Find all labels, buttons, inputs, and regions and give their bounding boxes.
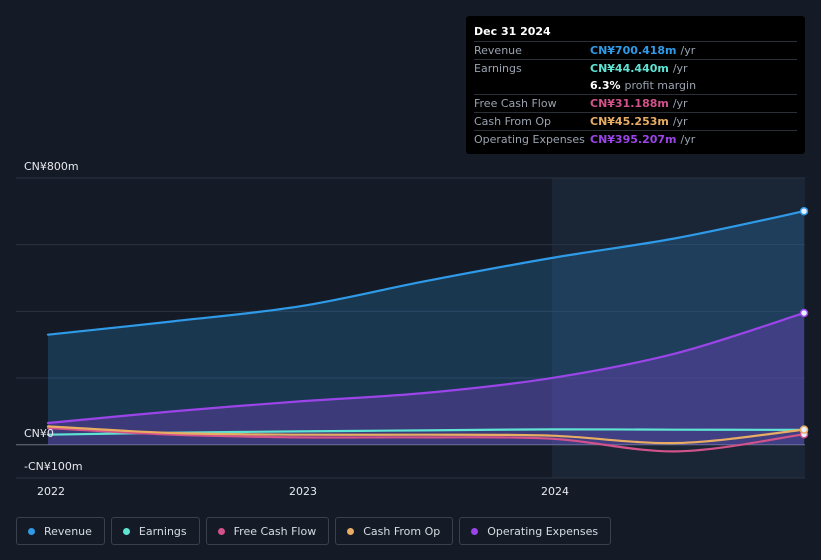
tooltip-value: CN¥45.253m <box>590 115 669 128</box>
earnings-dot-icon <box>122 527 130 535</box>
y-axis-negative-label: -CN¥100m <box>24 460 83 473</box>
tooltip-row-revenue: Revenue CN¥700.418m /yr <box>474 41 797 59</box>
revenue-dot-icon <box>28 527 35 535</box>
legend-item-earnings[interactable]: Earnings <box>110 517 200 545</box>
tooltip-row-earnings: Earnings CN¥44.440m /yr <box>474 59 797 77</box>
tooltip-label <box>474 77 590 94</box>
series-areas <box>48 211 804 445</box>
legend-label: Free Cash Flow <box>233 524 317 538</box>
tooltip-label: Revenue <box>474 44 522 57</box>
legend-item-operating-expenses[interactable]: Operating Expenses <box>459 517 612 545</box>
tooltip-row-free-cash-flow: Free Cash Flow CN¥31.188m /yr <box>474 94 797 112</box>
tooltip-value: CN¥700.418m <box>590 44 677 57</box>
tooltip-row-cash-from-op: Cash From Op CN¥45.253m /yr <box>474 112 797 130</box>
tooltip-row-operating-expenses: Operating Expenses CN¥395.207m /yr <box>474 130 797 148</box>
tooltip-unit: /yr <box>680 44 696 57</box>
legend-item-cash-from-op[interactable]: Cash From Op <box>335 517 454 545</box>
free-cash-flow-line <box>46 426 806 453</box>
tooltip-label: Operating Expenses <box>474 133 585 146</box>
tooltip-date: Dec 31 2024 <box>474 25 551 38</box>
tooltip-unit: /yr <box>672 62 688 75</box>
revenue-line <box>46 210 806 336</box>
cash-from-op-endpoint <box>799 425 809 434</box>
series-endpoints <box>799 206 809 439</box>
operating-expenses-dot-icon <box>471 527 479 535</box>
tooltip-value: CN¥395.207m <box>590 133 677 146</box>
tooltip-label: Earnings <box>474 62 522 75</box>
operating-expenses-area <box>48 312 804 445</box>
tooltip-label: Free Cash Flow <box>474 97 557 110</box>
legend-item-free-cash-flow[interactable]: Free Cash Flow <box>205 517 330 545</box>
revenue-endpoint <box>799 206 809 216</box>
operating-expenses-line <box>46 311 806 425</box>
tooltip-value: CN¥44.440m <box>590 62 669 75</box>
y-axis-top-label: CN¥800m <box>24 160 79 173</box>
y-axis-zero-label: CN¥0 <box>24 427 54 440</box>
cash-from-op-line <box>46 425 806 445</box>
chart-legend: Revenue Earnings Free Cash Flow Cash Fro… <box>16 517 612 545</box>
tooltip-label: Cash From Op <box>474 115 552 128</box>
legend-item-revenue[interactable]: Revenue <box>16 517 105 545</box>
legend-label: Earnings <box>138 524 187 538</box>
x-axis-label-2024: 2024 <box>541 485 569 498</box>
tooltip-unit: /yr <box>672 97 688 110</box>
cash-from-op-dot-icon <box>347 527 355 535</box>
x-axis-label-2023: 2023 <box>289 485 317 498</box>
legend-label: Cash From Op <box>363 524 441 538</box>
tooltip-unit: /yr <box>672 115 688 128</box>
tooltip-unit: /yr <box>680 133 696 146</box>
free-cash-flow-dot-icon <box>217 527 225 535</box>
series-lines <box>46 210 806 453</box>
x-axis-label-2022: 2022 <box>37 485 65 498</box>
legend-label: Revenue <box>44 524 92 538</box>
gridlines <box>16 177 805 479</box>
revenue-area <box>48 211 804 445</box>
tooltip-unit: profit margin <box>624 79 697 92</box>
tooltip-row-profit-margin: 6.3% profit margin <box>474 77 797 94</box>
tooltip-value: 6.3% <box>590 79 621 92</box>
legend-label: Operating Expenses <box>487 524 599 538</box>
forecast-shade <box>552 178 805 478</box>
tooltip-value: CN¥31.188m <box>590 97 669 110</box>
operating-expenses-endpoint <box>799 308 809 318</box>
data-tooltip: Dec 31 2024 Revenue CN¥700.418m /yr Earn… <box>466 16 805 154</box>
